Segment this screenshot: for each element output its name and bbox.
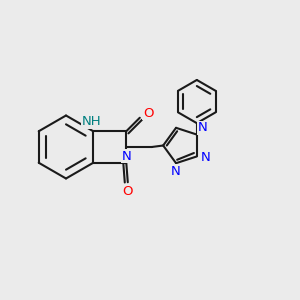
Text: O: O <box>122 185 133 198</box>
Text: NH: NH <box>82 115 102 128</box>
Text: N: N <box>171 165 181 178</box>
Text: N: N <box>197 122 207 134</box>
Text: N: N <box>200 152 210 164</box>
Text: N: N <box>122 149 132 163</box>
Text: O: O <box>143 107 153 120</box>
